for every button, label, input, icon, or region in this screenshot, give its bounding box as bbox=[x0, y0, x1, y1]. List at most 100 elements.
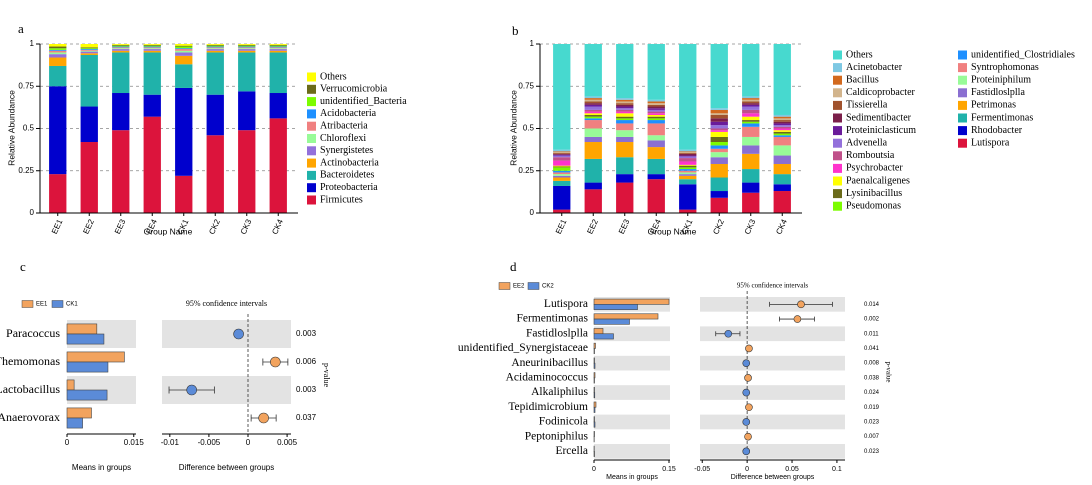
bar-segment bbox=[584, 158, 602, 183]
mean-bar bbox=[593, 377, 595, 384]
chart-title: 95% confidence intervals bbox=[737, 282, 808, 290]
legend-label: Pseudomonas bbox=[846, 200, 901, 211]
bar-segment bbox=[238, 48, 256, 50]
difference-point bbox=[258, 412, 269, 424]
legend-label: unidentified_Clostridiales bbox=[971, 49, 1075, 60]
bar-segment bbox=[616, 99, 634, 102]
bar-segment bbox=[175, 49, 193, 51]
p-value: 0.023 bbox=[864, 420, 880, 426]
category-label: Themomonas bbox=[0, 354, 60, 368]
bar-segment bbox=[238, 50, 256, 53]
mean-bar bbox=[593, 392, 596, 399]
legend-label: Atribacteria bbox=[320, 120, 368, 131]
mean-bar bbox=[593, 298, 670, 305]
bar-segment bbox=[553, 180, 571, 186]
bar-segment bbox=[49, 49, 67, 51]
legend-label: EE2 bbox=[513, 284, 525, 290]
legend-swatch bbox=[958, 63, 967, 73]
bar-segment bbox=[742, 145, 760, 154]
bar-segment bbox=[80, 106, 98, 143]
bar-segment bbox=[80, 44, 98, 48]
bar-segment bbox=[773, 174, 791, 185]
bar-segment bbox=[742, 101, 760, 104]
bar-segment bbox=[49, 50, 67, 53]
bar-segment bbox=[710, 142, 728, 146]
bar-segment bbox=[553, 175, 571, 178]
legend-label: Fastidloslplla bbox=[971, 87, 1025, 98]
difference-point bbox=[742, 388, 751, 397]
bar-segment bbox=[112, 44, 130, 46]
bar-segment bbox=[238, 44, 256, 45]
bar-segment bbox=[647, 114, 665, 117]
bar-segment bbox=[647, 174, 665, 180]
y-tick-label: 0 bbox=[30, 208, 35, 217]
difference-point bbox=[742, 447, 751, 456]
bar-segment bbox=[553, 166, 571, 168]
difference-point bbox=[745, 403, 753, 412]
bar-segment bbox=[773, 114, 791, 117]
bar-segment bbox=[742, 113, 760, 117]
mean-bar bbox=[593, 431, 595, 437]
mean-bar bbox=[66, 379, 75, 391]
bar-segment bbox=[584, 44, 602, 97]
category-label: Acidaminococcus bbox=[506, 371, 589, 383]
mean-bar bbox=[593, 333, 614, 340]
bar-segment bbox=[175, 50, 193, 53]
bar-segment bbox=[710, 148, 728, 153]
bar-segment bbox=[143, 45, 161, 47]
bar-segment bbox=[647, 106, 665, 109]
bar-segment bbox=[112, 48, 130, 50]
legend-swatch bbox=[307, 146, 316, 156]
bar-segment bbox=[742, 121, 760, 124]
y-tick-label: 1 bbox=[530, 39, 535, 48]
x-tick-label: 0 bbox=[65, 438, 70, 447]
legend-swatch bbox=[833, 176, 842, 186]
difference-point bbox=[742, 418, 751, 426]
x-tick-label: 0.015 bbox=[124, 438, 145, 447]
bar-segment bbox=[616, 106, 634, 109]
bar-segment bbox=[553, 160, 571, 166]
legend-swatch bbox=[833, 151, 842, 161]
bar-segment bbox=[553, 172, 571, 175]
legend-swatch bbox=[498, 282, 511, 290]
y-tick-label: 0 bbox=[530, 208, 535, 217]
bar-segment bbox=[49, 65, 67, 87]
row-band bbox=[700, 385, 845, 400]
bar-segment bbox=[238, 44, 256, 46]
x-tick-label: -0.01 bbox=[161, 438, 180, 447]
legend-label: Bacteroidetes bbox=[320, 170, 375, 181]
bar-segment bbox=[773, 131, 791, 134]
bar-segment bbox=[206, 49, 224, 51]
bar-segment bbox=[616, 120, 634, 124]
legend-swatch bbox=[307, 72, 316, 82]
legend-swatch bbox=[833, 138, 842, 148]
bar-segment bbox=[269, 44, 287, 45]
category-label: Lutispora bbox=[544, 298, 588, 310]
bar-segment bbox=[112, 50, 130, 53]
chart-title: 95% confidence intervals bbox=[186, 299, 267, 308]
bar-segment bbox=[584, 111, 602, 114]
bar-segment bbox=[710, 197, 728, 213]
bar-segment bbox=[647, 118, 665, 121]
bar-segment bbox=[742, 136, 760, 146]
bar-segment bbox=[143, 50, 161, 53]
mean-bar bbox=[593, 451, 595, 457]
bar-segment bbox=[80, 47, 98, 49]
bar-segment bbox=[112, 49, 130, 51]
bar-segment bbox=[553, 185, 571, 210]
panel-label: c bbox=[20, 259, 26, 274]
difference-point bbox=[270, 356, 281, 368]
legend-swatch bbox=[833, 100, 842, 110]
bar-segment bbox=[616, 116, 634, 119]
bar-segment bbox=[647, 158, 665, 175]
category-label: Tepidimicrobium bbox=[508, 401, 588, 413]
bar-segment bbox=[616, 113, 634, 117]
bar-segment bbox=[616, 104, 634, 107]
legend-swatch bbox=[833, 63, 842, 73]
bar-segment bbox=[584, 109, 602, 112]
legend-swatch bbox=[833, 75, 842, 85]
legend-swatch bbox=[833, 50, 842, 60]
bar-segment bbox=[584, 116, 602, 119]
x-tick-label: 0 bbox=[745, 466, 749, 473]
y-axis-title: Relative Abundance bbox=[508, 90, 518, 166]
